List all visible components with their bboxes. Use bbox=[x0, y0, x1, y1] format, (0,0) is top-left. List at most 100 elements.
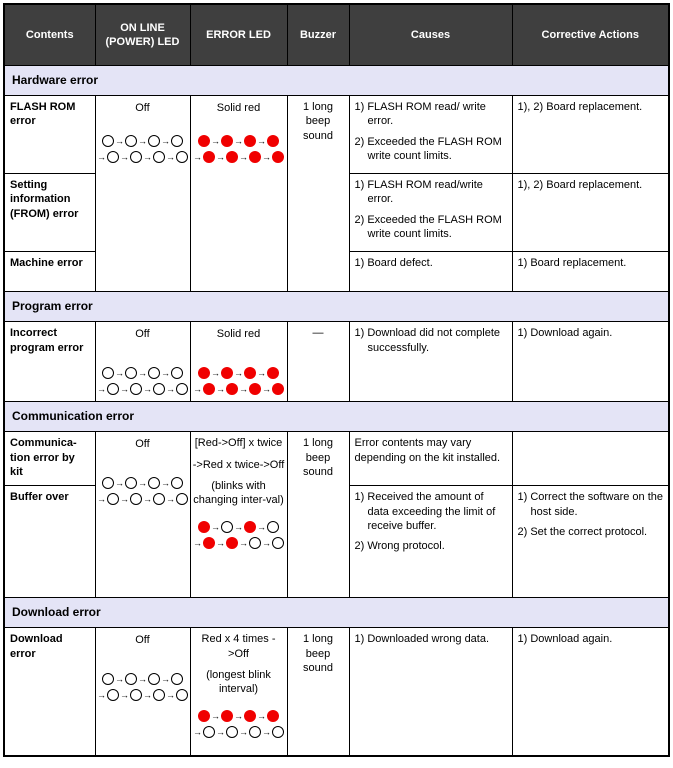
led-sequence-line: → → → → bbox=[97, 382, 188, 397]
cell-online-led-communication: Off → → → → → → → bbox=[94, 431, 191, 599]
led-state-label: Off bbox=[135, 634, 150, 647]
cell-corrective-download: 1) Download again. bbox=[511, 627, 670, 757]
led-state-label: Off bbox=[135, 102, 150, 114]
led-off-dot bbox=[176, 493, 188, 506]
cell-buzzer-hardware: 1 long beep sound bbox=[286, 94, 350, 293]
led-on-dot bbox=[244, 367, 256, 380]
led-off-dot bbox=[153, 689, 165, 702]
section-title-program: Program error bbox=[3, 291, 670, 323]
arrow-right-icon: → bbox=[120, 494, 129, 505]
arrow-right-icon: → bbox=[143, 494, 152, 505]
led-off-dot bbox=[226, 726, 238, 739]
arrow-right-icon: → bbox=[161, 478, 170, 489]
led-on-dot bbox=[244, 521, 256, 534]
arrow-right-icon: → bbox=[211, 135, 220, 146]
table-row: Incorrect program error Off → → → → → → → Soli… bbox=[3, 321, 670, 403]
led-off-dot bbox=[203, 726, 215, 739]
cell-causes-incorrect-program: 1) Download did not complete successfull… bbox=[348, 321, 513, 403]
cause-text: 2) Wrong protocol. bbox=[354, 540, 445, 553]
led-sequence-line: → → → bbox=[193, 709, 285, 724]
led-state-label: Red x 4 times ->Off bbox=[201, 633, 276, 660]
cell-error-led-download: Red x 4 times ->Off (longest blink interv… bbox=[189, 627, 288, 757]
cell-causes-machine-error: 1) Board defect. bbox=[348, 251, 513, 293]
led-on-dot bbox=[267, 134, 279, 147]
led-sequence-line: → → → → bbox=[193, 725, 285, 740]
cause-text: 1) Downloaded wrong data. bbox=[354, 633, 490, 646]
arrow-right-icon: → bbox=[211, 711, 220, 722]
arrow-right-icon: → bbox=[239, 538, 248, 549]
corrective-text: 1) Download again. bbox=[517, 633, 613, 646]
led-off-dot bbox=[125, 367, 137, 380]
arrow-right-icon: → bbox=[211, 522, 220, 533]
arrow-right-icon: → bbox=[166, 151, 175, 162]
cause-text: 1) Board defect. bbox=[354, 257, 433, 270]
section-row-communication: Communication error bbox=[3, 401, 670, 433]
led-on-dot bbox=[198, 134, 210, 147]
led-sequence-line: → → → bbox=[98, 366, 188, 381]
led-off-dot bbox=[107, 689, 119, 702]
cell-content-incorrect-program-error: Incorrect program error bbox=[3, 321, 96, 403]
cell-corrective-buffer-over: 1) Correct the software on the host side… bbox=[511, 485, 670, 599]
arrow-right-icon: → bbox=[216, 538, 225, 549]
led-off-dot bbox=[153, 383, 165, 396]
led-off-dot bbox=[130, 150, 142, 163]
led-sequence-line: → → → bbox=[193, 520, 285, 535]
section-title-hardware: Hardware error bbox=[3, 65, 670, 96]
arrow-right-icon: → bbox=[161, 674, 170, 685]
led-sequence-line: → → → bbox=[98, 672, 188, 687]
corrective-text: 1), 2) Board replacement. bbox=[517, 179, 643, 192]
section-row-program: Program error bbox=[3, 291, 670, 323]
table-row: Communica-tion error by kit Off → → → → → → → … bbox=[3, 431, 670, 599]
led-off-dot bbox=[272, 537, 284, 550]
arrow-right-icon: → bbox=[138, 674, 147, 685]
led-off-dot bbox=[102, 367, 114, 380]
led-state-description: [Red->Off] x twice ->Red x twice->Off (bli… bbox=[193, 436, 285, 507]
led-off-dot bbox=[153, 150, 165, 163]
led-blink-diagram: → → → → → → → bbox=[97, 366, 188, 397]
led-on-dot bbox=[203, 150, 215, 163]
error-troubleshooting-table: Contents ON LINE (POWER) LED ERROR LED B… bbox=[3, 3, 670, 757]
arrow-right-icon: → bbox=[216, 151, 225, 162]
arrow-right-icon: → bbox=[161, 135, 170, 146]
led-off-dot bbox=[125, 673, 137, 686]
arrow-right-icon: → bbox=[97, 151, 106, 162]
cause-text: Error contents may vary depending on the… bbox=[354, 437, 501, 464]
arrow-right-icon: → bbox=[120, 384, 129, 395]
corrective-text: 1) Download again. bbox=[517, 327, 613, 340]
led-off-dot bbox=[148, 134, 160, 147]
led-sequence-line: → → → → bbox=[97, 688, 188, 703]
column-header-error-led: ERROR LED bbox=[189, 3, 288, 66]
led-off-dot bbox=[171, 673, 183, 686]
cell-buzzer-communication: 1 long beep sound bbox=[286, 431, 350, 599]
cell-buzzer-download: 1 long beep sound bbox=[286, 627, 350, 757]
led-off-dot bbox=[130, 383, 142, 396]
column-header-buzzer: Buzzer bbox=[286, 3, 350, 66]
led-off-dot bbox=[102, 673, 114, 686]
arrow-right-icon: → bbox=[193, 384, 202, 395]
arrow-right-icon: → bbox=[239, 727, 248, 738]
led-off-dot bbox=[130, 689, 142, 702]
arrow-right-icon: → bbox=[193, 538, 202, 549]
led-off-dot bbox=[107, 493, 119, 506]
arrow-right-icon: → bbox=[138, 478, 147, 489]
led-blink-diagram: → → → → → → → bbox=[193, 133, 285, 164]
led-on-dot bbox=[203, 537, 215, 550]
led-on-dot bbox=[221, 367, 233, 380]
section-row-download: Download error bbox=[3, 597, 670, 629]
cell-online-led-program: Off → → → → → → → bbox=[94, 321, 191, 403]
led-off-dot bbox=[148, 673, 160, 686]
led-off-dot bbox=[176, 689, 188, 702]
led-on-dot bbox=[226, 383, 238, 396]
led-state-label: [Red->Off] x twice bbox=[194, 437, 283, 450]
arrow-right-icon: → bbox=[193, 727, 202, 738]
led-on-dot bbox=[249, 150, 261, 163]
led-off-dot bbox=[125, 477, 137, 490]
arrow-right-icon: → bbox=[138, 368, 147, 379]
column-header-corrective-actions: Corrective Actions bbox=[511, 3, 670, 66]
led-off-dot bbox=[171, 134, 183, 147]
led-state-label: Solid red bbox=[216, 102, 261, 114]
led-off-dot bbox=[249, 726, 261, 739]
led-off-dot bbox=[125, 134, 137, 147]
cell-corrective-machine-error: 1) Board replacement. bbox=[511, 251, 670, 293]
led-on-dot bbox=[198, 521, 210, 534]
